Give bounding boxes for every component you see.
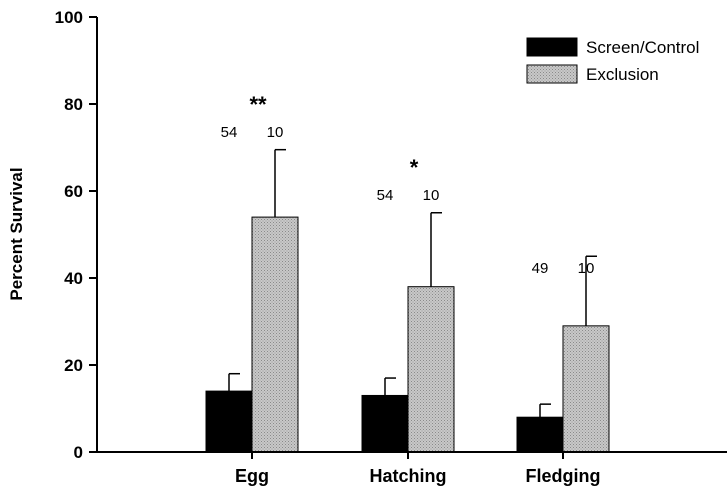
sample-size-label: 10 bbox=[423, 187, 440, 204]
bar-exclusion bbox=[562, 325, 610, 453]
y-tick-label: 0 bbox=[74, 443, 83, 462]
y-axis-title: Percent Survival bbox=[7, 167, 26, 300]
bar-control bbox=[205, 390, 253, 453]
bar-exclusion bbox=[251, 216, 299, 453]
bar-control bbox=[361, 394, 409, 453]
category-labels: Egg Hatching Fledging bbox=[235, 452, 601, 486]
category-label: Egg bbox=[235, 466, 269, 486]
legend-swatch bbox=[526, 64, 578, 84]
sample-size-label: 10 bbox=[578, 260, 595, 277]
y-axis-ticks: 0 20 40 60 80 100 bbox=[55, 8, 97, 462]
legend-swatch bbox=[526, 37, 578, 57]
axes bbox=[96, 17, 727, 453]
legend-label: Exclusion bbox=[586, 65, 659, 84]
bar-exclusion bbox=[407, 286, 455, 453]
sample-size-label: 54 bbox=[377, 187, 394, 204]
bars-group bbox=[205, 216, 610, 453]
y-tick-label: 40 bbox=[64, 269, 83, 288]
bar-control bbox=[516, 416, 564, 453]
y-tick-label: 80 bbox=[64, 95, 83, 114]
sample-size-label: 10 bbox=[267, 124, 284, 141]
significance-marker: * bbox=[410, 155, 419, 180]
sample-size-labels: 54 10 54 10 49 10 bbox=[221, 124, 595, 277]
sample-size-label: 54 bbox=[221, 124, 238, 141]
significance-marker: ** bbox=[249, 92, 267, 117]
legend: Screen/Control Exclusion bbox=[526, 37, 699, 84]
y-tick-label: 20 bbox=[64, 356, 83, 375]
significance-labels: *** bbox=[249, 92, 418, 180]
category-label: Hatching bbox=[369, 466, 446, 486]
legend-label: Screen/Control bbox=[586, 38, 699, 57]
sample-size-label: 49 bbox=[532, 260, 549, 277]
category-label: Fledging bbox=[526, 466, 601, 486]
y-tick-label: 60 bbox=[64, 182, 83, 201]
error-bars-group bbox=[228, 148, 597, 418]
y-tick-label: 100 bbox=[55, 8, 83, 27]
